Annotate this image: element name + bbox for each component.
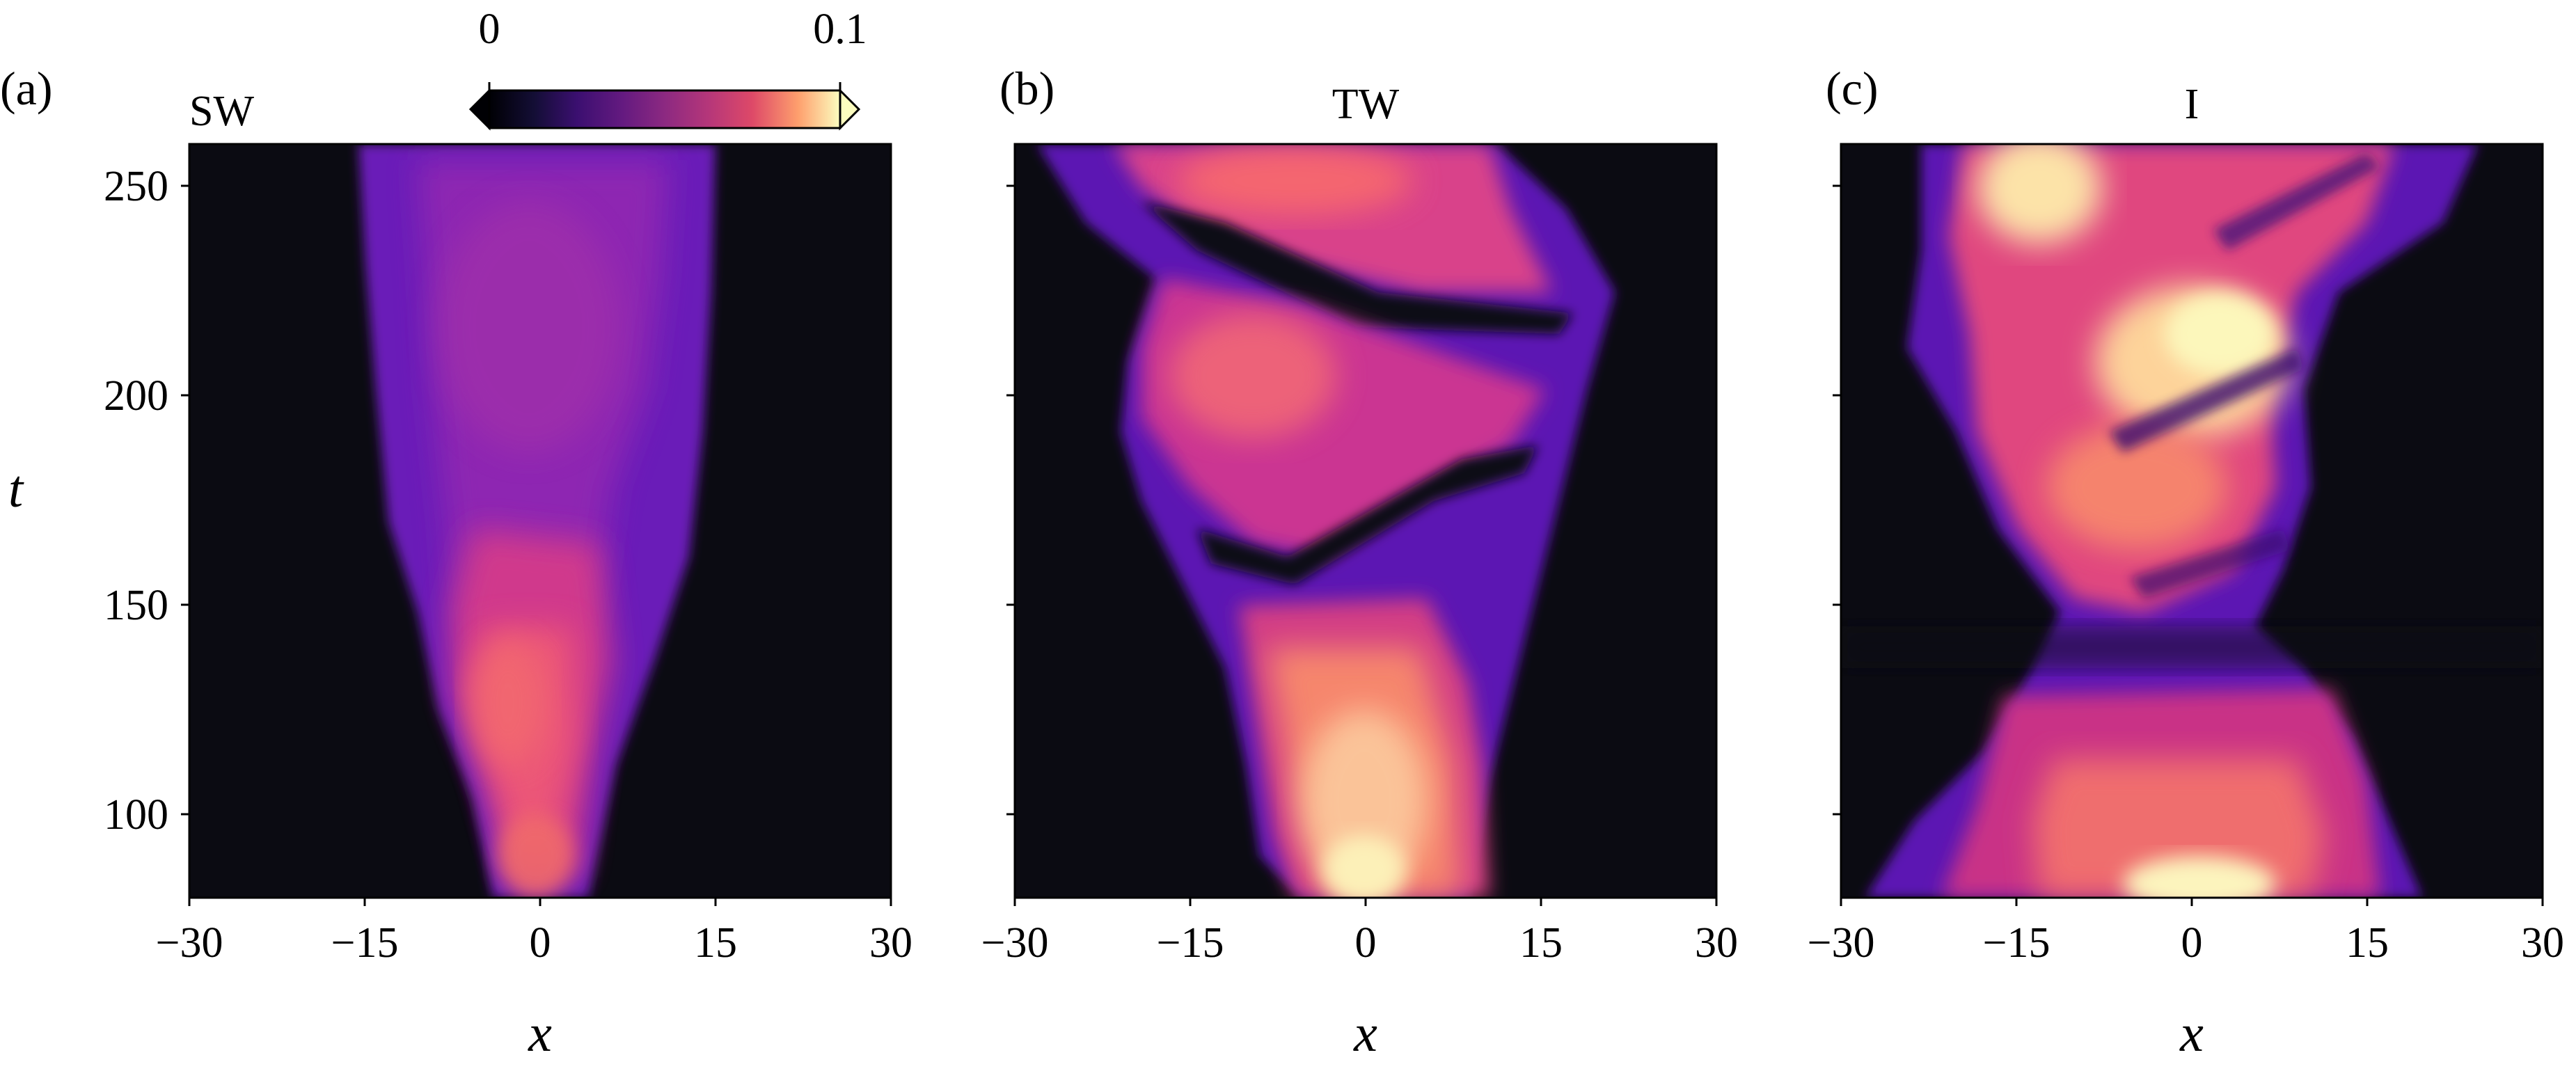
panel-a-yaxis: 250 200 150 100 t bbox=[8, 163, 189, 839]
panel-c-title: I bbox=[2185, 81, 2199, 128]
panel-c-xlabel: x bbox=[2179, 1004, 2204, 1063]
panel-a-title: SW bbox=[189, 88, 254, 135]
colorbar-extend-low bbox=[468, 88, 491, 131]
panel-b-xtick-15: 15 bbox=[1519, 919, 1563, 967]
panel-a-xtick-m30: −30 bbox=[156, 919, 223, 967]
colorbar-tick-0: 0 bbox=[479, 6, 500, 53]
panel-a-xaxis: −30 −15 0 15 30 x bbox=[156, 898, 912, 1063]
panel-b-yaxis bbox=[1006, 184, 1015, 816]
panel-a-ytick-150: 150 bbox=[104, 582, 168, 629]
panel-b-xtick-30: 30 bbox=[1695, 919, 1738, 967]
panel-b-title: TW bbox=[1332, 81, 1400, 128]
colorbar-tick-1: 0.1 bbox=[813, 6, 867, 53]
panel-b-xtick-m30: −30 bbox=[981, 919, 1049, 967]
panel-a-label: (a) bbox=[0, 62, 52, 115]
panel-c-xtick-m30: −30 bbox=[1808, 919, 1875, 967]
panel-b: (b) TW bbox=[981, 62, 1738, 1063]
panel-c-xtick-0: 0 bbox=[2181, 919, 2203, 967]
panel-b-label: (b) bbox=[999, 62, 1054, 115]
panel-a-ytick-200: 200 bbox=[104, 372, 168, 420]
panel-a-xtick-30: 30 bbox=[869, 919, 912, 967]
panel-b-xtick-m15: −15 bbox=[1157, 919, 1224, 967]
panel-a-xlabel: x bbox=[528, 1004, 552, 1063]
panel-a: (a) SW 250 200 150 100 t bbox=[0, 62, 912, 1063]
panel-c: (c) I bbox=[1808, 62, 2564, 1063]
panel-b-xaxis: −30 −15 0 15 30 x bbox=[981, 898, 1738, 1063]
panel-a-heatmap bbox=[189, 144, 891, 898]
panel-c-xtick-30: 30 bbox=[2521, 919, 2564, 967]
colorbar-gradient bbox=[488, 89, 841, 129]
panel-c-yaxis bbox=[1833, 184, 1841, 816]
panel-a-xtick-15: 15 bbox=[694, 919, 737, 967]
panel-b-xlabel: x bbox=[1353, 1004, 1377, 1063]
panel-a-ylabel: t bbox=[8, 460, 24, 518]
colorbar: 0 0.1 bbox=[468, 6, 867, 131]
panel-a-ytick-100: 100 bbox=[104, 791, 168, 839]
colorbar-extend-high bbox=[839, 88, 861, 131]
panel-a-xtick-0: 0 bbox=[530, 919, 551, 967]
panel-c-xtick-15: 15 bbox=[2346, 919, 2389, 967]
panel-c-xaxis: −30 −15 0 15 30 x bbox=[1808, 898, 2564, 1063]
panel-a-xtick-m15: −15 bbox=[331, 919, 399, 967]
panel-a-ytick-250: 250 bbox=[104, 163, 168, 210]
panel-c-label: (c) bbox=[1826, 62, 1878, 115]
panel-c-heatmap bbox=[1841, 144, 2543, 898]
panel-b-xtick-0: 0 bbox=[1355, 919, 1377, 967]
panel-b-heatmap bbox=[1015, 144, 1716, 898]
panel-c-xtick-m15: −15 bbox=[1983, 919, 2050, 967]
